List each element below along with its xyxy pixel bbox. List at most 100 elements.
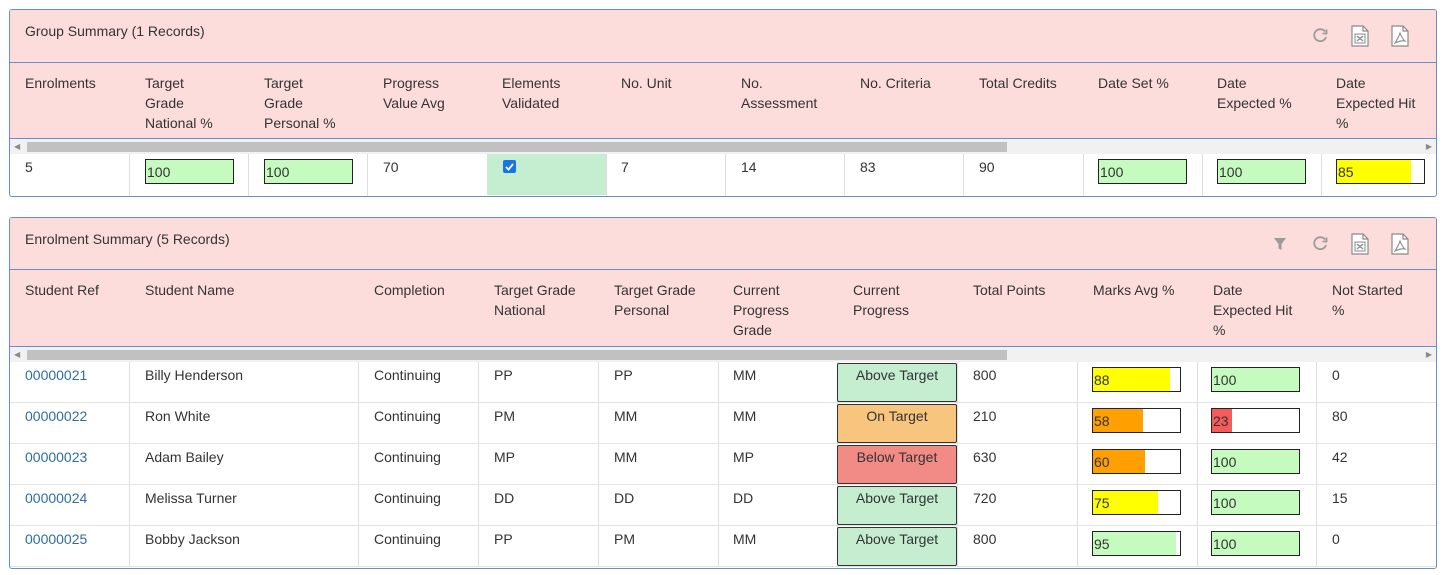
pdf-export-icon[interactable] [1390,24,1410,48]
current-progress-badge: Below Target [837,445,957,484]
elements-validated-checkbox[interactable] [503,160,516,173]
column-header-line: No. Criteria [860,75,931,91]
column-separator [957,526,958,566]
column-header-line: Progress [733,302,790,318]
date-set-meter: 100 [1098,159,1187,184]
refresh-icon[interactable] [1310,24,1330,48]
column-header[interactable]: No. Unit [621,73,736,93]
no-assessment-cell [725,154,845,196]
scroll-left-icon[interactable]: ◀ [14,142,21,151]
meter-fill [1093,491,1159,514]
column-header-line: Date [1336,75,1366,91]
student-name: Melissa Turner [145,490,237,506]
refresh-icon[interactable] [1310,232,1330,256]
meter-value: 88 [1094,372,1110,388]
scroll-right-icon[interactable]: ▶ [1425,142,1432,151]
column-header[interactable]: No. Criteria [860,73,975,93]
total-points: 210 [973,408,997,424]
group-summary-title: Group Summary (1 Records) [25,23,205,39]
group-horizontal-scrollbar[interactable]: ◀ ▶ [10,138,1436,154]
marks-avg-meter: 58 [1092,408,1181,433]
meter-value: 100 [1213,536,1237,552]
column-header[interactable]: Target Grade National [494,280,609,320]
table-row[interactable]: 00000021 Billy Henderson Continuing PP PP MM A… [10,362,1436,403]
table-row[interactable]: 00000023 Adam Bailey Continuing MP MM MP Below… [10,444,1436,485]
meter-value: 100 [266,164,290,180]
column-header-line: Grade [145,95,184,111]
date-expected-hit-cell: 85 [1321,154,1436,196]
no-unit-value: 7 [621,159,629,175]
table-row[interactable]: 00000022 Ron White Continuing PM MM MM On Targ… [10,403,1436,444]
group-summary-panel: Group Summary (1 Records) Enrolments Targ… [9,9,1437,197]
student-ref-link[interactable]: 00000023 [25,449,88,465]
group-summary-header: Group Summary (1 Records) [10,10,1436,63]
column-separator [478,403,479,443]
column-header-line: Expected % [1217,95,1292,111]
column-header[interactable]: Date Expected % [1217,73,1332,113]
completion-status: Continuing [374,449,441,465]
meter-fill [1212,368,1299,391]
student-name: Billy Henderson [145,367,244,383]
column-header[interactable]: Total Credits [979,73,1094,93]
column-header[interactable]: Target Grade National % [145,73,260,133]
column-header[interactable]: Student Name [145,280,260,300]
column-header[interactable]: Enrolments [25,73,140,93]
column-separator [957,403,958,443]
excel-export-icon[interactable] [1350,232,1370,256]
column-header[interactable]: Marks Avg % [1093,280,1208,300]
table-row[interactable]: 00000025 Bobby Jackson Continuing PP PM MM Abo… [10,526,1436,567]
column-header[interactable]: Current Progress Grade [733,280,848,340]
student-ref-link[interactable]: 00000022 [25,408,88,424]
marks-avg-meter: 60 [1092,449,1181,474]
enrolment-horizontal-scrollbar[interactable]: ◀ ▶ [10,346,1436,362]
meter-value: 100 [147,164,171,180]
column-header[interactable]: Total Points [973,280,1088,300]
column-header[interactable]: Current Progress [853,280,968,320]
column-header[interactable]: Date Expected Hit% [1336,73,1436,133]
target-grade-national: PP [494,367,513,383]
meter-fill [1093,450,1146,473]
student-ref-link[interactable]: 00000021 [25,367,88,383]
column-separator [1316,526,1317,566]
column-header-line: Grade [264,95,303,111]
column-header[interactable]: No. Assessment [741,73,856,113]
column-header[interactable]: Progress Value Avg [383,73,498,113]
excel-export-icon[interactable] [1350,24,1370,48]
filter-icon[interactable] [1270,232,1290,256]
progress-value-avg: 70 [383,159,399,175]
column-header-line: Not Started [1332,282,1403,298]
scroll-thumb[interactable] [27,142,1007,152]
column-header[interactable]: Elements Validated [502,73,617,113]
current-progress-label: Above Target [855,490,939,506]
student-ref-link[interactable]: 00000024 [25,490,88,506]
table-row[interactable]: 00000024 Melissa Turner Continuing DD DD DD Ab… [10,485,1436,526]
current-progress-label: Above Target [855,367,939,383]
column-header[interactable]: Target Grade Personal % [264,73,379,133]
group-column-headers: Enrolments Target Grade National % Target Gra… [10,63,1436,138]
column-header-line: Total Credits [979,75,1057,91]
not-started-percent: 0 [1332,367,1340,383]
column-header[interactable]: Student Ref [25,280,140,300]
column-header-line: Expected Hit [1213,302,1293,318]
enrolment-column-headers: Student Ref Student Name Completion Target … [10,270,1436,346]
meter-fill [1212,491,1299,514]
column-separator [1077,362,1078,402]
scroll-right-icon[interactable]: ▶ [1425,350,1432,359]
target-grade-national: PP [494,531,513,547]
scroll-thumb[interactable] [27,350,1007,360]
column-separator [1197,403,1198,443]
column-header[interactable]: Not Started% [1332,280,1436,320]
scroll-left-icon[interactable]: ◀ [14,350,21,359]
column-header[interactable]: Date Expected Hit% [1213,280,1328,340]
column-separator [718,362,719,402]
current-progress-badge: Above Target [837,486,957,525]
column-header[interactable]: Completion [374,280,489,300]
meter-fill [1337,160,1411,183]
column-header[interactable]: Target Grade Personal [614,280,729,320]
student-ref-link[interactable]: 00000025 [25,531,88,547]
total-points: 800 [973,531,997,547]
column-header[interactable]: Date Set % [1098,73,1213,93]
pdf-export-icon[interactable] [1390,232,1410,256]
current-progress-grade: MM [733,367,757,383]
marks-avg-meter: 75 [1092,490,1181,515]
